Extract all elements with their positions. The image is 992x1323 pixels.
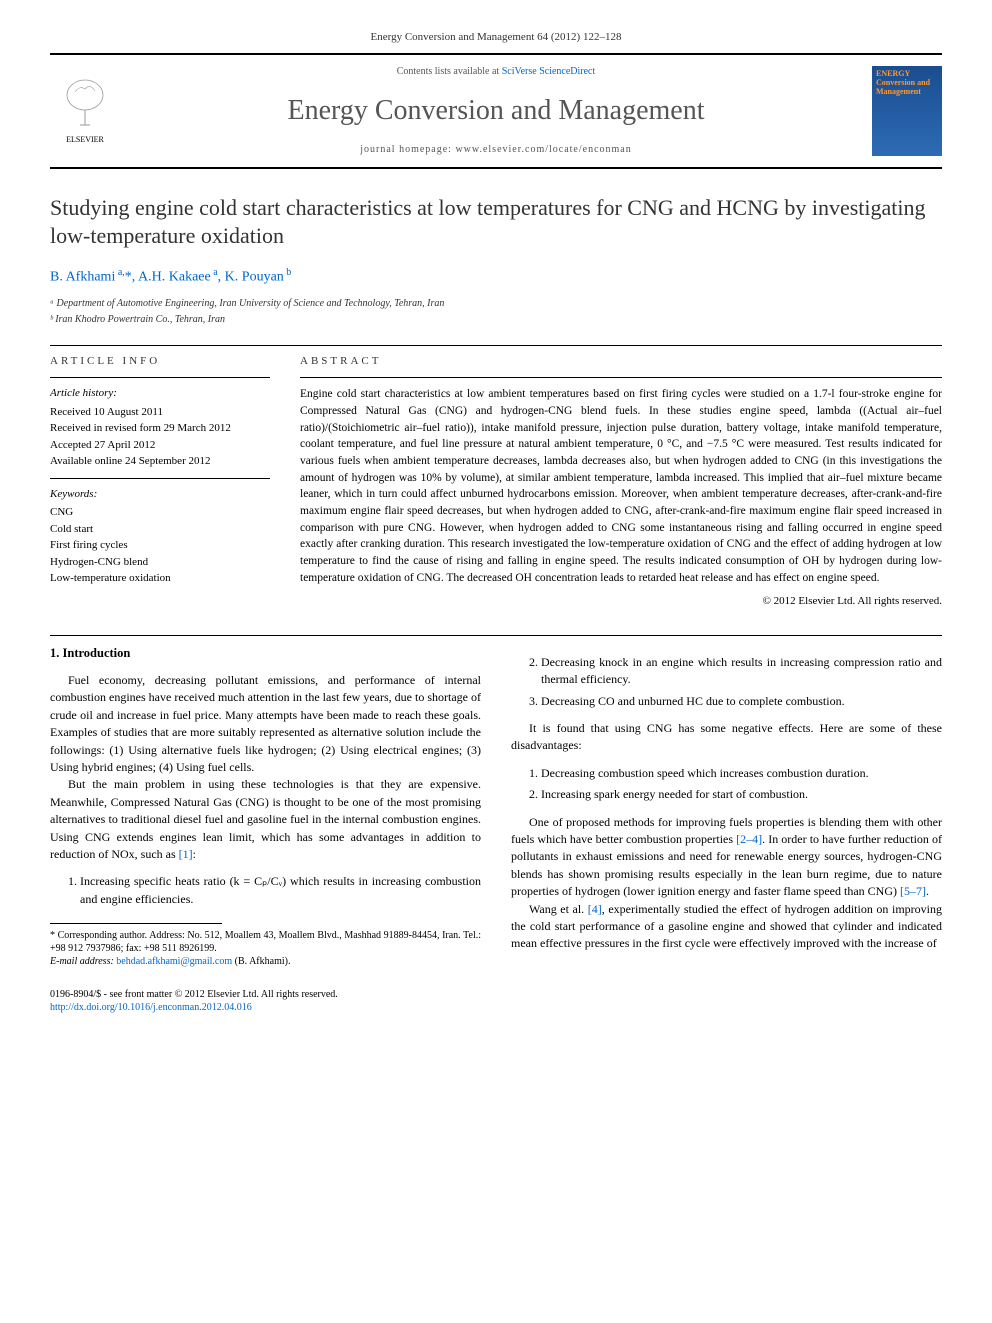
- divider: [50, 345, 942, 346]
- divider: [50, 377, 270, 378]
- divider: [50, 635, 942, 636]
- author-1: B. Afkhami: [50, 269, 115, 284]
- advantage-item-3: Decreasing CO and unburned HC due to com…: [541, 693, 942, 710]
- sciencedirect-link[interactable]: SciVerse ScienceDirect: [502, 66, 596, 77]
- body-p4-text3: .: [926, 884, 929, 898]
- history-online: Available online 24 September 2012: [50, 453, 270, 470]
- journal-reference: Energy Conversion and Management 64 (201…: [50, 30, 942, 45]
- body-p2-text: But the main problem in using these tech…: [50, 777, 481, 861]
- ref-link-1[interactable]: [1]: [179, 847, 193, 861]
- cover-title: ENERGY Conversion and Management: [876, 70, 938, 96]
- abstract-heading: ABSTRACT: [300, 354, 942, 369]
- article-info-heading: ARTICLE INFO: [50, 354, 270, 369]
- history-received: Received 10 August 2011: [50, 404, 270, 421]
- elsevier-label: ELSEVIER: [66, 134, 104, 145]
- disadvantage-item-1: Decreasing combustion speed which increa…: [541, 765, 942, 782]
- disadvantages-list: Decreasing combustion speed which increa…: [541, 765, 942, 804]
- advantage-item-1: Increasing specific heats ratio (k = Cₚ/…: [80, 873, 481, 908]
- body-p5: Wang et al. [4], experimentally studied …: [511, 901, 942, 953]
- header-center: Contents lists available at SciVerse Sci…: [120, 65, 872, 156]
- advantages-list: Increasing specific heats ratio (k = Cₚ/…: [80, 873, 481, 908]
- keyword-2: Cold start: [50, 521, 270, 538]
- history-revised: Received in revised form 29 March 2012: [50, 420, 270, 437]
- body-p2-suffix: :: [193, 847, 196, 861]
- journal-header: ELSEVIER Contents lists available at Sci…: [50, 53, 942, 168]
- history-label: Article history:: [50, 386, 270, 401]
- footer-copyright: 0196-8904/$ - see front matter © 2012 El…: [50, 988, 942, 1001]
- keyword-1: CNG: [50, 504, 270, 521]
- email-footnote: E-mail address: behdad.afkhami@gmail.com…: [50, 955, 481, 968]
- ref-link-4[interactable]: [4]: [588, 902, 602, 916]
- contents-prefix: Contents lists available at: [397, 66, 502, 77]
- author-3-affil: b: [284, 267, 292, 278]
- footer-doi-link[interactable]: http://dx.doi.org/10.1016/j.enconman.201…: [50, 1001, 942, 1014]
- email-suffix: (B. Afkhami).: [232, 956, 290, 967]
- keyword-4: Hydrogen-CNG blend: [50, 554, 270, 571]
- article-title: Studying engine cold start characteristi…: [50, 194, 942, 251]
- divider: [50, 478, 270, 479]
- keywords-label: Keywords:: [50, 487, 270, 502]
- elsevier-logo: ELSEVIER: [50, 71, 120, 151]
- elsevier-tree-icon: [60, 77, 110, 132]
- abstract-text: Engine cold start characteristics at low…: [300, 386, 942, 586]
- journal-name: Energy Conversion and Management: [120, 91, 872, 130]
- affiliation-a: ᵃ Department of Automotive Engineering, …: [50, 297, 942, 311]
- affiliation-b: ᵇ Iran Khodro Powertrain Co., Tehran, Ir…: [50, 313, 942, 327]
- authors-list: B. Afkhami a,*, A.H. Kakaee a, K. Pouyan…: [50, 266, 942, 287]
- footer: 0196-8904/$ - see front matter © 2012 El…: [50, 988, 942, 1014]
- author-2: A.H. Kakaee: [138, 269, 211, 284]
- advantage-item-2: Decreasing knock in an engine which resu…: [541, 654, 942, 689]
- article-body: 1. Introduction Fuel economy, decreasing…: [50, 644, 942, 968]
- body-p4: One of proposed methods for improving fu…: [511, 814, 942, 901]
- ref-link-2-4[interactable]: [2–4]: [736, 832, 762, 846]
- corresponding-marker: *: [125, 269, 132, 284]
- abstract-column: ABSTRACT Engine cold start characteristi…: [300, 354, 942, 610]
- keyword-3: First firing cycles: [50, 537, 270, 554]
- email-label: E-mail address:: [50, 956, 116, 967]
- keyword-5: Low-temperature oxidation: [50, 570, 270, 587]
- body-p3: It is found that using CNG has some nega…: [511, 720, 942, 755]
- history-accepted: Accepted 27 April 2012: [50, 437, 270, 454]
- divider: [300, 377, 942, 378]
- journal-cover-thumbnail: ENERGY Conversion and Management: [872, 66, 942, 156]
- body-p2: But the main problem in using these tech…: [50, 776, 481, 863]
- disadvantage-item-2: Increasing spark energy needed for start…: [541, 786, 942, 803]
- affiliations: ᵃ Department of Automotive Engineering, …: [50, 297, 942, 327]
- journal-homepage: journal homepage: www.elsevier.com/locat…: [120, 143, 872, 157]
- section-1-heading: 1. Introduction: [50, 644, 481, 662]
- author-2-affil: a: [211, 267, 218, 278]
- email-link[interactable]: behdad.afkhami@gmail.com: [116, 956, 232, 967]
- info-abstract-section: ARTICLE INFO Article history: Received 1…: [50, 354, 942, 610]
- footnote-separator: [50, 923, 222, 924]
- article-info-column: ARTICLE INFO Article history: Received 1…: [50, 354, 270, 610]
- abstract-copyright: © 2012 Elsevier Ltd. All rights reserved…: [300, 594, 942, 609]
- advantages-list-cont: Decreasing knock in an engine which resu…: [541, 654, 942, 710]
- author-1-affil: a,: [115, 267, 124, 278]
- ref-link-5-7[interactable]: [5–7]: [900, 884, 926, 898]
- body-p1: Fuel economy, decreasing pollutant emiss…: [50, 672, 481, 776]
- corresponding-author-footnote: * Corresponding author. Address: No. 512…: [50, 929, 481, 955]
- contents-available: Contents lists available at SciVerse Sci…: [120, 65, 872, 79]
- author-3: K. Pouyan: [225, 269, 284, 284]
- body-p5-text1: Wang et al.: [529, 902, 588, 916]
